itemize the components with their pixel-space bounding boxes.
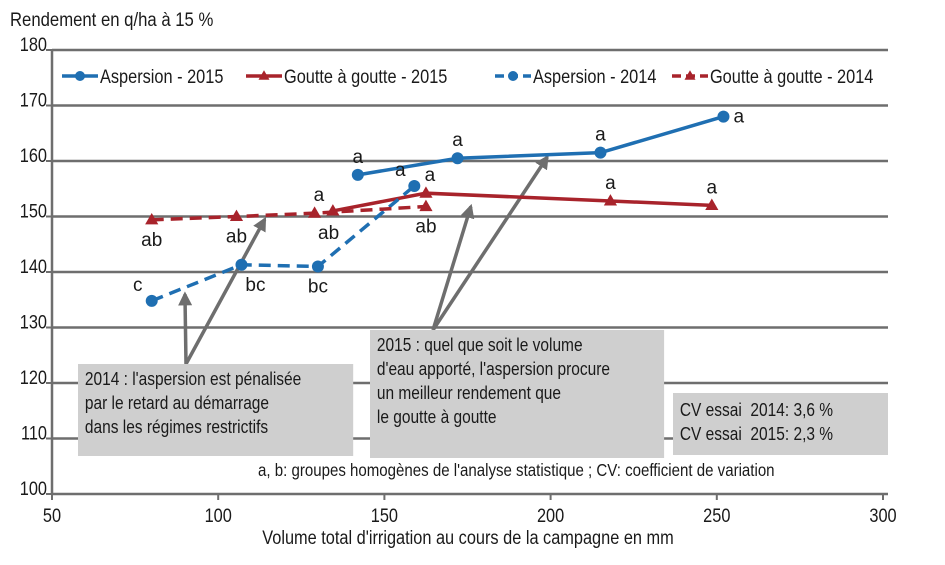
data-point-circle <box>351 168 364 181</box>
significance-label: bc <box>308 276 328 297</box>
annotation-line: d'eau apporté, l'aspersion procure <box>376 359 610 379</box>
legend-item: Goutte à goutte - 2015 <box>246 66 448 87</box>
significance-label: c <box>133 275 143 296</box>
y-tick-labels: 100 110 120 130 140 150 160 170 180 <box>20 34 47 499</box>
significance-label: a <box>353 147 364 168</box>
annotation-2014: 2014 : l'aspersion est pénalisée par le … <box>78 364 354 456</box>
significance-label: a <box>452 130 463 151</box>
data-point-circle <box>451 152 464 165</box>
significance-label: a <box>605 173 616 194</box>
data-point-triangle <box>307 206 322 218</box>
series-aspersion-2014: c bc bc a <box>133 160 421 307</box>
data-point-circle <box>311 260 324 273</box>
series-goutte-goutte-2015: aa a a <box>314 165 719 216</box>
series-line <box>357 114 724 177</box>
legend-item: Aspersion - 2014 <box>495 66 657 87</box>
data-point-triangle <box>145 212 159 225</box>
cv-2014: CV essai 2014: 3,6 % <box>679 400 834 420</box>
series-line <box>151 204 427 222</box>
legend: Aspersion - 2015 Goutte à goutte - 2015 As… <box>62 66 874 87</box>
axes <box>50 50 888 500</box>
annotation-line: par le retard au démarrage <box>84 393 270 413</box>
significance-label: bc <box>245 275 265 296</box>
data-point-triangle <box>229 209 244 222</box>
y-tick-label: 110 <box>21 422 47 443</box>
y-axis-title: Rendement en q/ha à 15 % <box>10 9 213 30</box>
data-point-circle <box>145 294 158 307</box>
data-point-triangle <box>705 198 719 210</box>
annotation-line: 2015 : quel que soit le volume <box>376 335 583 355</box>
data-point-circle <box>75 71 85 81</box>
data-point-circle <box>408 179 421 192</box>
series-line <box>151 184 416 303</box>
x-axis-title: Volume total d'irrigation au cours de la… <box>262 527 673 548</box>
cv-2015: CV essai 2015: 2,3 % <box>679 424 834 444</box>
legend-label: Aspersion - 2014 <box>533 66 657 87</box>
significance-label: ab <box>141 230 162 251</box>
legend-label: Aspersion - 2015 <box>100 66 224 87</box>
significance-label: ab <box>415 217 436 238</box>
x-tick-label: 300 <box>869 505 896 526</box>
x-tick-label: 250 <box>703 505 730 526</box>
significance-label: a <box>707 177 718 198</box>
data-point-triangle <box>603 194 618 206</box>
x-tick-label: 200 <box>537 505 564 526</box>
y-tick-label: 150 <box>20 200 47 221</box>
series-aspersion-2015: a a a a <box>351 107 744 181</box>
significance-label: a <box>733 107 744 128</box>
annotation-line: un meilleur rendement que <box>376 383 562 403</box>
series-goutte-goutte-2014: ab ab ab ab <box>141 199 437 251</box>
annotation-arrow <box>431 154 549 331</box>
x-tick-label: 150 <box>371 505 398 526</box>
y-tick-label: 170 <box>20 89 47 110</box>
series-line <box>332 191 712 213</box>
annotation-line: 2014 : l'aspersion est pénalisée <box>84 369 302 389</box>
significance-label: a <box>595 125 606 146</box>
data-point-triangle <box>419 199 433 212</box>
y-tick-label: 130 <box>20 311 47 332</box>
legend-label: Goutte à goutte - 2014 <box>710 66 874 87</box>
cv-box: CV essai 2014: 3,6 % CV essai 2015: 2,3 … <box>673 393 888 455</box>
annotation-2015: 2015 : quel que soit le volume d'eau app… <box>370 330 665 458</box>
x-tick-label: 50 <box>43 505 61 526</box>
data-point-circle <box>594 146 607 159</box>
y-tick-label: 140 <box>20 256 47 277</box>
legend-item: Aspersion - 2015 <box>62 66 224 87</box>
x-tick-label: 100 <box>205 505 232 526</box>
data-point-triangle <box>419 186 433 198</box>
legend-item: Goutte à goutte - 2014 <box>672 66 874 87</box>
annotation-arrow <box>178 291 193 365</box>
annotation-arrow <box>184 216 267 365</box>
significance-label: ab <box>318 223 339 244</box>
annotation-line: le goutte à goutte <box>376 407 497 427</box>
data-point-circle <box>508 71 518 81</box>
significance-label: a <box>425 165 436 186</box>
annotation-line: dans les régimes restrictifs <box>84 417 269 437</box>
y-tick-label: 180 <box>20 34 47 55</box>
significance-label: a <box>395 160 406 181</box>
data-point-triangle <box>684 70 696 80</box>
annotation-arrows <box>178 154 549 365</box>
y-tick-label: 100 <box>20 478 47 499</box>
data-point-circle <box>717 110 730 123</box>
footnote: a, b: groupes homogènes de l'analyse sta… <box>258 460 775 480</box>
significance-label: ab <box>226 227 247 248</box>
y-tick-label: 120 <box>20 367 47 388</box>
significance-label: a <box>314 185 325 206</box>
x-tick-labels: 50 100 150 200 250 300 <box>43 505 897 526</box>
y-tick-label: 160 <box>20 145 47 166</box>
annotation-arrow <box>431 203 475 331</box>
data-point-triangle <box>258 70 270 80</box>
data-point-circle <box>235 258 248 271</box>
legend-label: Goutte à goutte - 2015 <box>284 66 448 87</box>
